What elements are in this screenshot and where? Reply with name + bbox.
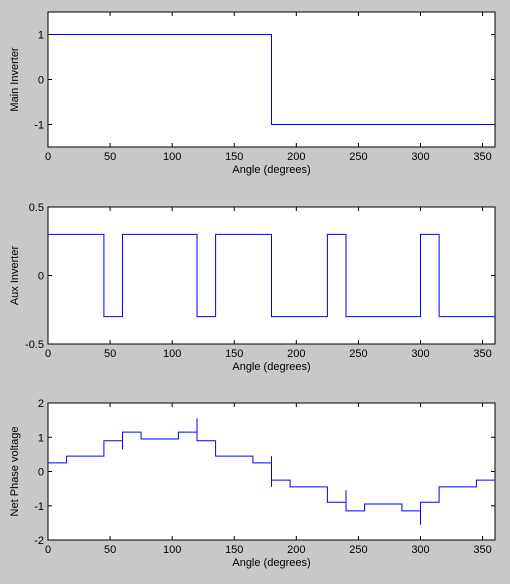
y-tick-label: 0: [38, 467, 44, 479]
x-tick-label: 50: [104, 151, 116, 163]
series-group: [48, 34, 495, 125]
y-axis-label: Aux Inverter: [9, 246, 21, 306]
x-tick-label: 150: [225, 348, 243, 360]
x-tick-label: 250: [349, 348, 367, 360]
y-tick-label: 0: [38, 271, 44, 283]
ticks-group: 0 50 100 150 200 250 300 350 -2 -1 0 1 2: [34, 398, 495, 556]
series-group: [48, 233, 495, 318]
x-tick-label: 100: [163, 544, 181, 556]
y-tick-label: 0.5: [29, 202, 44, 214]
x-tick-label: 250: [349, 544, 367, 556]
x-tick-label: 300: [411, 544, 429, 556]
series-group: [48, 418, 495, 525]
subplot-main-inverter: 0 50 100 150 200 250 300 350 -1 0 1 Angle (degrees…: [9, 11, 496, 176]
ticks-group: 0 50 100 150 200 250 300 350 -1 0 1: [34, 12, 495, 163]
y-tick-label: 1: [38, 30, 44, 42]
x-tick-label: 350: [473, 348, 491, 360]
x-tick-label: 50: [104, 348, 116, 360]
x-tick-label: 250: [349, 151, 367, 163]
series-line: [48, 34, 495, 125]
y-tick-label: 2: [38, 398, 44, 410]
x-tick-label: 300: [411, 151, 429, 163]
y-tick-label: -0.5: [25, 339, 44, 351]
x-tick-label: 350: [473, 151, 491, 163]
x-tick-label: 200: [287, 348, 305, 360]
y-tick-label: 0: [38, 75, 44, 87]
subplot-aux-inverter: 0 50 100 150 200 250 300 350-0.500.5 Angle (deg…: [9, 202, 496, 373]
x-tick-label: 150: [225, 544, 243, 556]
y-axis-label: Net Phase voltage: [9, 427, 21, 517]
subplot-net-phase-voltage: 0 50 100 150 200 250 300 350 -2 -1 0 1 2 Angle (degr…: [9, 398, 496, 569]
y-tick-label: -1: [34, 501, 44, 513]
y-axis-label: Main Inverter: [9, 47, 21, 112]
x-tick-label: 300: [411, 348, 429, 360]
x-tick-label: 50: [104, 544, 116, 556]
x-tick-label: 200: [287, 544, 305, 556]
x-axis-label: Angle (degrees): [232, 164, 310, 176]
x-tick-label: 0: [45, 544, 51, 556]
y-tick-label: -2: [34, 535, 44, 547]
x-axis-label: Angle (degrees): [232, 361, 310, 373]
y-tick-label: 1: [38, 432, 44, 444]
series-line: [48, 418, 495, 525]
x-axis-label: Angle (degrees): [232, 557, 310, 569]
x-tick-label: 200: [287, 151, 305, 163]
x-tick-label: 100: [163, 348, 181, 360]
y-tick-label: -1: [34, 120, 44, 132]
x-tick-label: 0: [45, 348, 51, 360]
x-tick-label: 100: [163, 151, 181, 163]
x-tick-label: 0: [45, 151, 51, 163]
series-line: [48, 233, 495, 318]
ticks-group: 0 50 100 150 200 250 300 350-0.500.5: [25, 202, 495, 360]
x-tick-label: 150: [225, 151, 243, 163]
x-tick-label: 350: [473, 544, 491, 556]
